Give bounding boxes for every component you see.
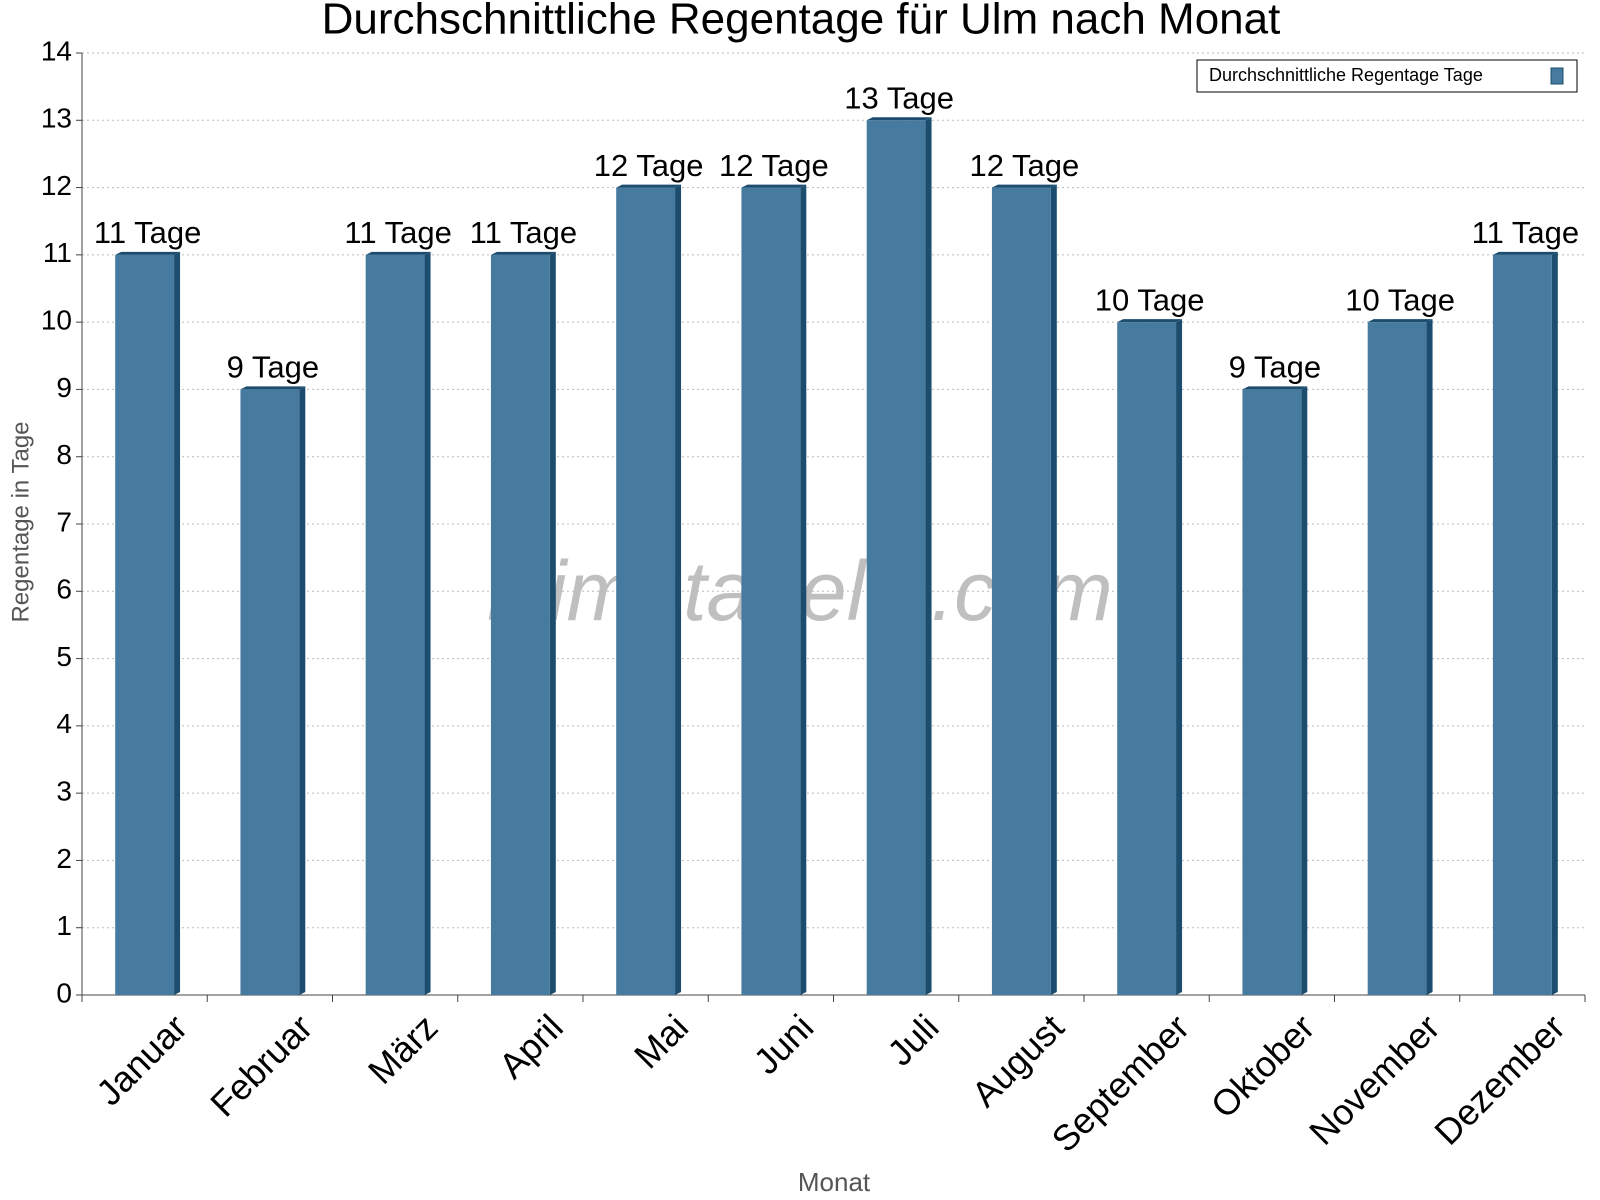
data-label: 11 Tage xyxy=(470,215,577,250)
x-tick-label: Juni xyxy=(746,1006,822,1082)
x-tick-label: Januar xyxy=(88,1006,195,1113)
y-tick-label: 3 xyxy=(56,776,72,807)
legend-swatch xyxy=(1550,67,1564,85)
bar-group xyxy=(866,117,932,996)
bar xyxy=(240,389,300,995)
bar-top xyxy=(616,184,682,188)
x-tick-label: September xyxy=(1043,1006,1197,1160)
bar xyxy=(1367,322,1427,996)
bar-top xyxy=(866,117,932,121)
bar-group xyxy=(1492,251,1558,995)
y-tick-label: 14 xyxy=(41,35,72,66)
bar-top xyxy=(490,251,556,255)
bar-top xyxy=(365,251,431,255)
bar-side xyxy=(1551,251,1558,995)
y-tick-label: 0 xyxy=(56,977,72,1008)
chart-title: Durchschnittliche Regentage für Ulm nach… xyxy=(322,0,1281,44)
x-tick-label: November xyxy=(1301,1006,1447,1152)
y-tick-label: 13 xyxy=(41,103,72,134)
bar xyxy=(741,187,801,996)
x-tick-label: April xyxy=(491,1006,571,1086)
y-tick-label: 9 xyxy=(56,372,72,403)
data-label: 10 Tage xyxy=(1095,282,1205,317)
bar-top xyxy=(240,386,306,390)
legend-label: Durchschnittliche Regentage Tage xyxy=(1209,65,1483,85)
bar-top xyxy=(115,251,181,255)
bar-group xyxy=(240,386,306,995)
data-label: 12 Tage xyxy=(594,148,704,183)
x-tick-label: Juli xyxy=(879,1006,946,1073)
bar-group xyxy=(1242,386,1308,995)
data-label: 11 Tage xyxy=(344,215,451,250)
y-tick-label: 12 xyxy=(41,170,72,201)
y-tick-label: 10 xyxy=(41,305,72,336)
x-tick-label: Mai xyxy=(626,1006,696,1076)
bar-side xyxy=(675,184,682,996)
y-tick-label: 6 xyxy=(56,574,72,605)
bar-top xyxy=(1117,319,1183,323)
bar-group xyxy=(490,251,556,995)
y-tick-label: 5 xyxy=(56,641,72,672)
x-tick-label: März xyxy=(360,1006,446,1092)
bar xyxy=(616,187,676,996)
bar-top xyxy=(1492,251,1558,255)
bar xyxy=(1492,254,1552,995)
y-tick-label: 2 xyxy=(56,843,72,874)
x-tick-label: Februar xyxy=(202,1006,320,1124)
x-axis-label: Monat xyxy=(798,1167,871,1197)
bar-side xyxy=(424,251,431,995)
data-label: 11 Tage xyxy=(1472,215,1579,250)
y-tick-label: 1 xyxy=(56,910,72,941)
y-tick-label: 11 xyxy=(43,237,72,268)
bar-top xyxy=(991,184,1057,188)
bar xyxy=(365,254,425,995)
data-label: 10 Tage xyxy=(1345,282,1455,317)
data-label: 9 Tage xyxy=(227,350,320,385)
bar-group xyxy=(616,184,682,996)
data-label: 11 Tage xyxy=(94,215,201,250)
bar xyxy=(991,187,1051,996)
bar-side xyxy=(925,117,932,996)
legend-box xyxy=(1196,59,1578,93)
bar-side xyxy=(1426,319,1433,996)
bar xyxy=(1117,322,1177,996)
bar-side xyxy=(174,251,181,995)
data-label: 9 Tage xyxy=(1229,350,1322,385)
y-tick-label: 7 xyxy=(56,506,72,537)
bar-group xyxy=(991,184,1057,996)
data-label: 13 Tage xyxy=(844,80,954,115)
bar-side xyxy=(549,251,556,995)
x-tick-label: Dezember xyxy=(1426,1006,1572,1152)
y-tick-label: 4 xyxy=(56,708,72,739)
bar-side xyxy=(299,386,306,995)
y-axis-label: Regentage in Tage xyxy=(7,421,34,622)
bar-group xyxy=(741,184,807,996)
bar xyxy=(490,254,550,995)
bar-side xyxy=(1176,319,1183,996)
bar-side xyxy=(800,184,807,996)
bar xyxy=(1242,389,1302,995)
bar-group xyxy=(1367,319,1433,996)
bar xyxy=(115,254,175,995)
bar-top xyxy=(1242,386,1308,390)
bar-group xyxy=(365,251,431,995)
bar-side xyxy=(1050,184,1057,996)
bar-group xyxy=(115,251,181,995)
data-label: 12 Tage xyxy=(969,148,1079,183)
bar-side xyxy=(1301,386,1308,995)
bar-group xyxy=(1117,319,1183,996)
bar xyxy=(866,120,926,996)
y-tick-label: 8 xyxy=(56,439,72,470)
x-tick-label: Oktober xyxy=(1203,1006,1323,1126)
bar-top xyxy=(1367,319,1433,323)
data-label: 12 Tage xyxy=(719,148,829,183)
x-tick-label: August xyxy=(964,1006,1072,1114)
bar-top xyxy=(741,184,807,188)
